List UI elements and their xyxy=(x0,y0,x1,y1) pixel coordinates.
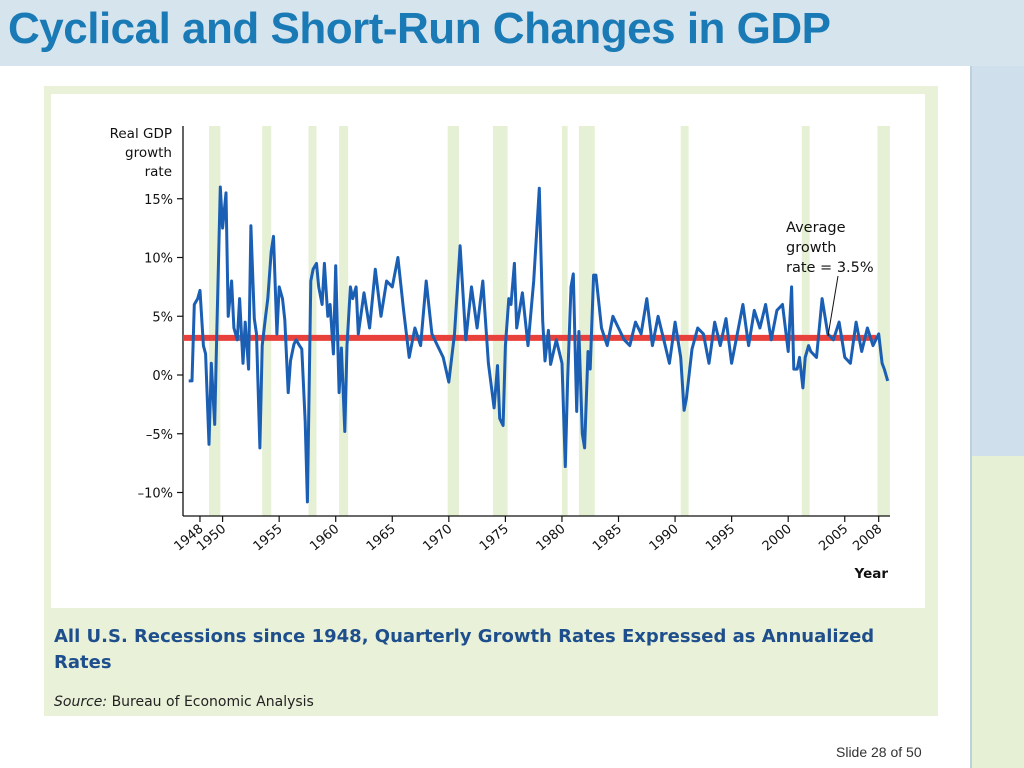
recession-band xyxy=(492,126,508,516)
recession-band xyxy=(447,126,460,516)
recession-band xyxy=(209,126,221,516)
x-tick-label: 1960 xyxy=(307,522,342,555)
side-band-blue xyxy=(972,66,1024,456)
y-tick-label: 0% xyxy=(152,369,173,384)
slide-number: Slide 28 of 50 xyxy=(836,744,922,760)
x-tick-label: 1980 xyxy=(534,522,569,555)
y-axis-label-line: Real GDP xyxy=(110,126,172,142)
x-tick-label: 1970 xyxy=(420,522,455,555)
y-axis-label-line: rate xyxy=(145,164,172,180)
annotation-pointer xyxy=(827,275,839,337)
recession-band xyxy=(308,126,317,516)
y-tick-label: –10% xyxy=(138,487,173,502)
source-label: Source: xyxy=(54,694,108,710)
x-tick-label: 2008 xyxy=(850,522,885,555)
y-tick-label: –5% xyxy=(146,428,173,443)
recession-band xyxy=(339,126,349,516)
x-tick-label: 2000 xyxy=(760,522,795,555)
slide-title: Cyclical and Short-Run Changes in GDP xyxy=(8,4,831,53)
x-tick-label: 1975 xyxy=(477,522,512,555)
y-tick-label: 15% xyxy=(144,193,173,208)
x-tick-label: 2005 xyxy=(816,522,851,555)
recession-band xyxy=(561,126,568,516)
recession-band xyxy=(801,126,810,516)
x-tick-label: 1995 xyxy=(703,522,738,555)
average-annotation-line: rate = 3.5% xyxy=(786,260,874,276)
y-axis-label-line: growth xyxy=(125,145,172,161)
y-tick-label: 10% xyxy=(144,252,173,267)
figure-caption: All U.S. Recessions since 1948, Quarterl… xyxy=(54,626,875,673)
source-text: Bureau of Economic Analysis xyxy=(111,694,314,710)
figure-source: Source: Bureau of Economic Analysis xyxy=(54,694,314,710)
recession-band xyxy=(680,126,689,516)
recession-band xyxy=(877,126,890,516)
x-tick-label: 1955 xyxy=(251,522,286,555)
x-axis-label: Year xyxy=(854,566,889,582)
x-tick-label: 1990 xyxy=(647,522,682,555)
y-tick-label: 5% xyxy=(152,310,173,325)
header-band xyxy=(0,0,1024,66)
recession-band xyxy=(262,126,272,516)
x-tick-label: 1985 xyxy=(590,522,625,555)
gdp-growth-series-line xyxy=(188,185,890,504)
side-band-green xyxy=(972,456,1024,768)
average-annotation-line: growth xyxy=(786,240,836,256)
average-annotation-line: Average xyxy=(786,220,846,236)
x-tick-label: 1965 xyxy=(364,522,399,555)
